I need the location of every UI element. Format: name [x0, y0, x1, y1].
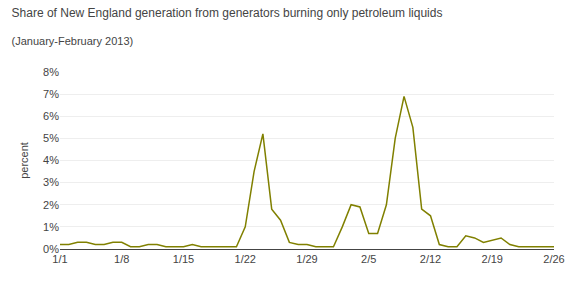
svg-text:2/26: 2/26: [543, 253, 564, 265]
svg-text:0%: 0%: [43, 243, 59, 255]
svg-text:2/5: 2/5: [361, 253, 376, 265]
svg-text:1/1: 1/1: [52, 253, 67, 265]
svg-text:(January-February 2013): (January-February 2013): [12, 35, 134, 47]
svg-text:2/19: 2/19: [482, 253, 503, 265]
svg-text:2/12: 2/12: [420, 253, 441, 265]
svg-text:8%: 8%: [43, 66, 59, 78]
svg-text:Share of New England generatio: Share of New England generation from gen…: [12, 6, 443, 20]
svg-text:1/8: 1/8: [114, 253, 129, 265]
svg-text:1%: 1%: [43, 221, 59, 233]
svg-text:4%: 4%: [43, 154, 59, 166]
svg-text:3%: 3%: [43, 176, 59, 188]
svg-text:1/22: 1/22: [235, 253, 256, 265]
svg-text:7%: 7%: [43, 88, 59, 100]
svg-text:percent: percent: [18, 142, 30, 179]
svg-text:6%: 6%: [43, 110, 59, 122]
svg-text:5%: 5%: [43, 132, 59, 144]
svg-text:1/15: 1/15: [173, 253, 194, 265]
svg-text:2%: 2%: [43, 199, 59, 211]
svg-text:1/29: 1/29: [296, 253, 317, 265]
